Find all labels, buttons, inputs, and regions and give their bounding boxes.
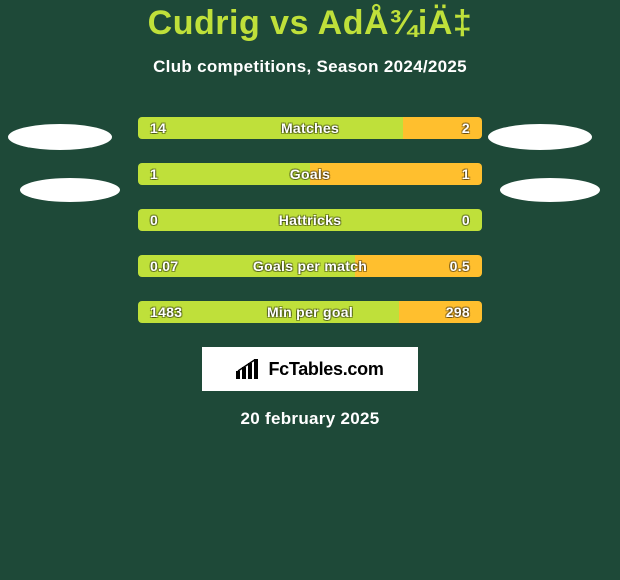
stat-right-value: 298 [446, 304, 470, 320]
avatar-placeholder [8, 124, 112, 150]
stats-list: 14 2 Matches 1 1 Goals 0 0 Hattricks 0.07 0.5 Goals… [138, 117, 482, 323]
stat-bar-right [403, 117, 482, 139]
avatar-placeholder [500, 178, 600, 202]
avatar-placeholder [488, 124, 592, 150]
stat-right-value: 2 [462, 120, 470, 136]
stat-row: 0.07 0.5 Goals per match [138, 255, 482, 277]
stat-label: Hattricks [279, 212, 342, 228]
date-text: 20 february 2025 [0, 409, 620, 429]
stat-right-value: 0.5 [450, 258, 470, 274]
brand-box: FcTables.com [202, 347, 418, 391]
stat-bar-right [310, 163, 482, 185]
brand-text: FcTables.com [268, 359, 383, 380]
stat-label: Min per goal [267, 304, 353, 320]
stat-row: 1483 298 Min per goal [138, 301, 482, 323]
stat-right-value: 0 [462, 212, 470, 228]
stat-right-value: 1 [462, 166, 470, 182]
page-title: Cudrig vs AdÅ¾iÄ‡ [0, 4, 620, 43]
stat-label: Goals [290, 166, 330, 182]
avatar-placeholder [20, 178, 120, 202]
stat-label: Matches [281, 120, 339, 136]
stats-card: Cudrig vs AdÅ¾iÄ‡ Club competitions, Sea… [0, 0, 620, 429]
stat-left-value: 1483 [150, 304, 182, 320]
bar-chart-icon [236, 359, 262, 379]
subtitle: Club competitions, Season 2024/2025 [0, 57, 620, 77]
stat-left-value: 14 [150, 120, 166, 136]
stat-left-value: 0.07 [150, 258, 178, 274]
stat-label: Goals per match [253, 258, 367, 274]
stat-bar-left [138, 117, 403, 139]
stat-left-value: 1 [150, 166, 158, 182]
stat-row: 1 1 Goals [138, 163, 482, 185]
stat-row: 0 0 Hattricks [138, 209, 482, 231]
stat-left-value: 0 [150, 212, 158, 228]
stat-row: 14 2 Matches [138, 117, 482, 139]
stat-bar-left [138, 163, 310, 185]
